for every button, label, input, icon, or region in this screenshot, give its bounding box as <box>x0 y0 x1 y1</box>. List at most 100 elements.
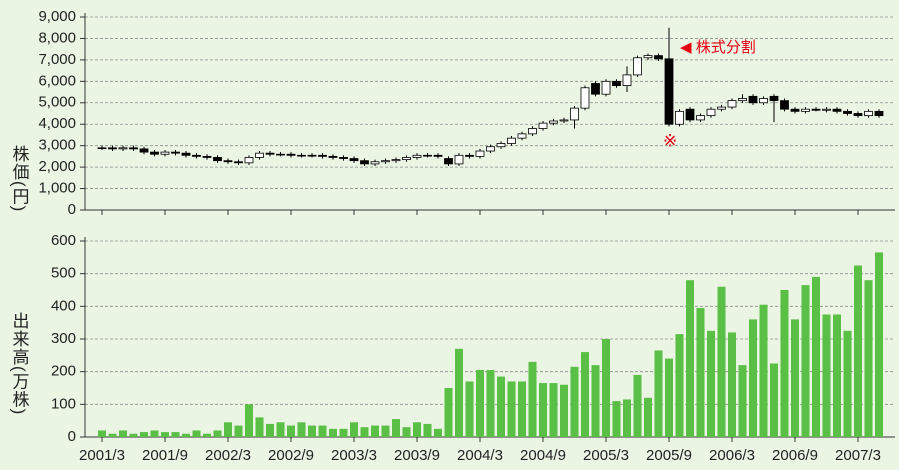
candle-body <box>496 143 506 148</box>
candle-body <box>864 110 873 117</box>
y-tick-label: 200 <box>51 363 76 380</box>
candle-body <box>538 122 548 129</box>
candle-body <box>423 154 432 157</box>
candle-body <box>780 100 789 110</box>
y-tick-label: 500 <box>51 265 76 282</box>
candle-body <box>255 152 264 158</box>
candle-body <box>391 159 401 162</box>
candle-body <box>318 154 327 157</box>
candle-body <box>748 95 758 104</box>
bar <box>119 430 127 437</box>
bar <box>381 425 390 437</box>
candle-body <box>706 108 716 117</box>
candle-body <box>738 98 747 102</box>
candle-body <box>328 155 338 158</box>
bar <box>108 433 117 437</box>
y-tick-label: 3,000 <box>38 137 76 154</box>
y-tick-label: 1,000 <box>38 180 76 197</box>
y-tick-label: 4,000 <box>38 115 76 132</box>
bar <box>213 430 222 437</box>
candle-body <box>486 146 495 152</box>
bar <box>728 332 736 437</box>
bar <box>623 399 631 437</box>
bar <box>371 425 379 437</box>
bar <box>602 339 610 437</box>
bar <box>350 422 358 437</box>
bar <box>507 381 516 437</box>
y-tick-label: 2,000 <box>38 158 76 175</box>
bar <box>854 265 862 437</box>
candle-body <box>685 108 695 121</box>
candle-body <box>727 100 737 108</box>
bar <box>549 383 558 437</box>
bar <box>455 348 463 437</box>
candle-body <box>517 133 527 139</box>
candle-body <box>759 98 768 104</box>
candle-body <box>801 108 810 112</box>
bar <box>98 430 106 437</box>
bar <box>255 417 264 437</box>
bar <box>203 433 211 437</box>
y-axis-label: 株価(円) <box>10 145 30 212</box>
bar <box>570 366 579 437</box>
bar <box>707 330 715 437</box>
y-tick-label: 6,000 <box>38 72 76 89</box>
bar <box>875 252 883 437</box>
candle-body <box>549 120 558 124</box>
bar <box>801 285 810 437</box>
candle-body <box>822 108 831 111</box>
candle-body <box>643 55 653 59</box>
candle-body <box>297 154 306 157</box>
candle-body <box>570 107 579 121</box>
candle-body <box>612 80 621 87</box>
candle-body <box>465 154 474 157</box>
bar <box>791 319 799 437</box>
candle-body <box>349 158 359 162</box>
bar <box>696 307 705 437</box>
candle-body <box>192 154 201 157</box>
y-tick-label: 0 <box>68 428 76 445</box>
candle-body <box>213 157 222 162</box>
candle-body <box>843 110 852 114</box>
candle-body <box>265 152 275 155</box>
candle-body <box>160 151 170 155</box>
bar <box>812 276 820 437</box>
bar <box>633 374 642 437</box>
bar <box>140 432 148 437</box>
candle-body <box>223 160 233 163</box>
bar <box>843 330 852 437</box>
candle-body <box>874 110 884 117</box>
bar <box>339 428 348 437</box>
x-tick-label: 2005/3 <box>583 447 629 464</box>
bar <box>161 432 169 437</box>
bar <box>497 376 505 437</box>
bar <box>644 397 652 437</box>
candle-body <box>633 57 642 76</box>
candle-body <box>444 158 453 165</box>
bar <box>465 381 474 437</box>
bar <box>539 383 547 437</box>
bar <box>518 381 526 437</box>
candle-body <box>150 151 159 155</box>
candle-body <box>286 153 296 156</box>
bar <box>686 280 694 437</box>
bar <box>749 319 757 437</box>
candle-body <box>402 157 411 161</box>
bar <box>224 422 232 437</box>
bar <box>287 425 295 437</box>
bar <box>444 388 453 437</box>
bar <box>150 430 159 437</box>
candle-body <box>475 150 485 157</box>
bar <box>654 350 663 437</box>
candle-body <box>790 108 800 112</box>
candle-body <box>454 154 464 165</box>
bar <box>392 419 400 437</box>
x-tick-label: 2004/9 <box>520 447 566 464</box>
candle-body <box>171 151 180 154</box>
candle-body <box>370 161 380 165</box>
candle-body <box>202 155 212 158</box>
candle-body <box>717 106 726 110</box>
y-tick-label: 600 <box>51 232 76 249</box>
bar <box>192 430 201 437</box>
